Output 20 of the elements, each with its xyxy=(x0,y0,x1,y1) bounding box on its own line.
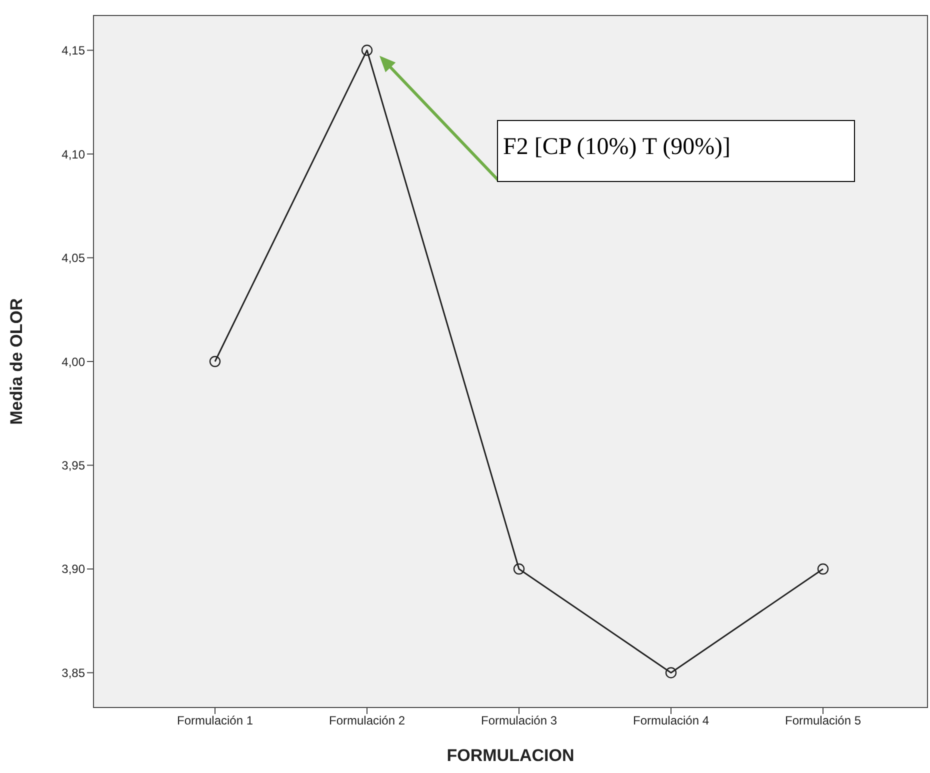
y-axis-title: Media de OLOR xyxy=(7,298,26,425)
point xyxy=(817,563,829,575)
point xyxy=(209,356,221,368)
y-tick-label: 3,85 xyxy=(62,666,86,680)
x-axis-title: FORMULACION xyxy=(446,746,574,765)
x-tick-label: Formulación 1 xyxy=(176,714,254,728)
y-tick-label: 3,95 xyxy=(62,458,86,473)
x-tick-label: Formulación 5 xyxy=(784,714,862,728)
y-tick-label: 3,90 xyxy=(62,562,86,576)
y-tick-label: 4,15 xyxy=(62,44,86,58)
x-tick-label: Formulación 3 xyxy=(480,714,558,728)
annotation: F2 [CP (10%) T (90%)] xyxy=(503,134,731,161)
point xyxy=(513,563,525,575)
x-tick-label: Formulación 2 xyxy=(328,714,406,728)
y-tick-label: 4,05 xyxy=(62,251,86,266)
point xyxy=(361,44,373,56)
y-tick-label: 4,10 xyxy=(62,147,86,162)
point xyxy=(665,667,677,678)
y-tick-label: 4,00 xyxy=(62,354,86,369)
x-tick-label: Formulación 4 xyxy=(632,714,710,728)
